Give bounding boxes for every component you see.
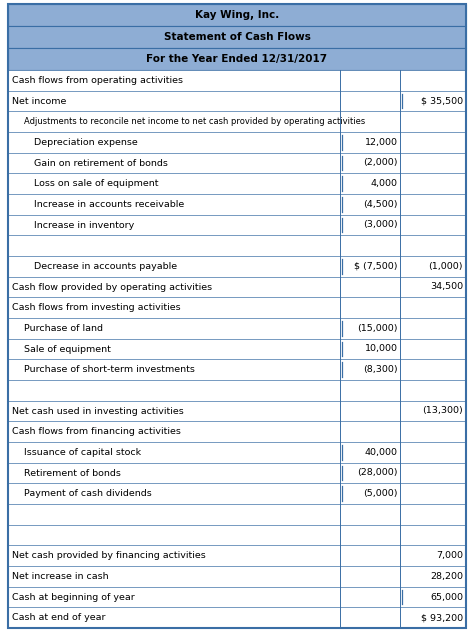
Text: 7,000: 7,000 <box>436 551 463 560</box>
Text: Adjustments to reconcile net income to net cash provided by operating activities: Adjustments to reconcile net income to n… <box>24 117 365 126</box>
Text: (28,000): (28,000) <box>357 468 398 478</box>
Bar <box>8 70 466 90</box>
Bar <box>8 483 466 504</box>
Text: Purchase of land: Purchase of land <box>24 324 103 333</box>
Bar <box>8 504 466 525</box>
Bar <box>8 277 466 297</box>
Text: Net increase in cash: Net increase in cash <box>12 572 109 581</box>
Bar <box>8 173 466 194</box>
Text: Increase in inventory: Increase in inventory <box>34 221 134 229</box>
Bar <box>8 422 466 442</box>
Bar <box>8 235 466 256</box>
Text: Kay Wing, Inc.: Kay Wing, Inc. <box>195 10 279 20</box>
Text: (15,000): (15,000) <box>357 324 398 333</box>
Bar <box>8 90 466 111</box>
Text: Cash at beginning of year: Cash at beginning of year <box>12 593 135 602</box>
Text: Increase in accounts receivable: Increase in accounts receivable <box>34 200 184 209</box>
Bar <box>8 566 466 586</box>
Text: Issuance of capital stock: Issuance of capital stock <box>24 448 141 457</box>
Bar <box>8 153 466 173</box>
Bar <box>8 194 466 215</box>
Text: Cash flows from investing activities: Cash flows from investing activities <box>12 303 181 312</box>
Bar <box>8 545 466 566</box>
Text: Depreciation expense: Depreciation expense <box>34 138 138 147</box>
Text: Net income: Net income <box>12 97 66 106</box>
Text: Cash flows from operating activities: Cash flows from operating activities <box>12 76 183 85</box>
Text: $ 35,500: $ 35,500 <box>421 97 463 106</box>
Text: Net cash used in investing activities: Net cash used in investing activities <box>12 406 184 415</box>
Text: $ (7,500): $ (7,500) <box>355 262 398 271</box>
Text: Purchase of short-term investments: Purchase of short-term investments <box>24 365 195 374</box>
Bar <box>8 48 466 70</box>
Text: Sale of equipment: Sale of equipment <box>24 344 111 353</box>
Bar <box>8 4 466 26</box>
Text: (1,000): (1,000) <box>428 262 463 271</box>
Text: (13,300): (13,300) <box>422 406 463 415</box>
Text: Loss on sale of equipment: Loss on sale of equipment <box>34 179 158 188</box>
Text: For the Year Ended 12/31/2017: For the Year Ended 12/31/2017 <box>146 54 328 64</box>
Text: (8,300): (8,300) <box>364 365 398 374</box>
Text: Statement of Cash Flows: Statement of Cash Flows <box>164 32 310 42</box>
Text: 4,000: 4,000 <box>371 179 398 188</box>
Text: (3,000): (3,000) <box>364 221 398 229</box>
Text: $ 93,200: $ 93,200 <box>421 613 463 622</box>
Text: Decrease in accounts payable: Decrease in accounts payable <box>34 262 177 271</box>
Bar <box>8 256 466 277</box>
Text: Retirement of bonds: Retirement of bonds <box>24 468 121 478</box>
Text: 12,000: 12,000 <box>365 138 398 147</box>
Bar <box>8 442 466 463</box>
Bar <box>8 463 466 483</box>
Bar <box>8 586 466 607</box>
Text: (2,000): (2,000) <box>364 159 398 167</box>
Bar <box>8 111 466 132</box>
Text: 40,000: 40,000 <box>365 448 398 457</box>
Bar <box>8 525 466 545</box>
Bar <box>8 339 466 360</box>
Bar <box>8 318 466 339</box>
Bar <box>8 26 466 48</box>
Bar <box>8 380 466 401</box>
Text: (5,000): (5,000) <box>364 489 398 498</box>
Text: 34,500: 34,500 <box>430 283 463 291</box>
Text: Cash at end of year: Cash at end of year <box>12 613 106 622</box>
Text: Cash flow provided by operating activities: Cash flow provided by operating activiti… <box>12 283 212 291</box>
Text: Payment of cash dividends: Payment of cash dividends <box>24 489 152 498</box>
Bar <box>8 297 466 318</box>
Text: (4,500): (4,500) <box>364 200 398 209</box>
Text: Cash flows from financing activities: Cash flows from financing activities <box>12 427 181 436</box>
Bar <box>8 215 466 235</box>
Bar <box>8 401 466 422</box>
Bar <box>8 360 466 380</box>
Text: Gain on retirement of bonds: Gain on retirement of bonds <box>34 159 168 167</box>
Text: 28,200: 28,200 <box>430 572 463 581</box>
Bar <box>8 132 466 153</box>
Bar <box>8 607 466 628</box>
Text: 65,000: 65,000 <box>430 593 463 602</box>
Text: 10,000: 10,000 <box>365 344 398 353</box>
Text: Net cash provided by financing activities: Net cash provided by financing activitie… <box>12 551 206 560</box>
